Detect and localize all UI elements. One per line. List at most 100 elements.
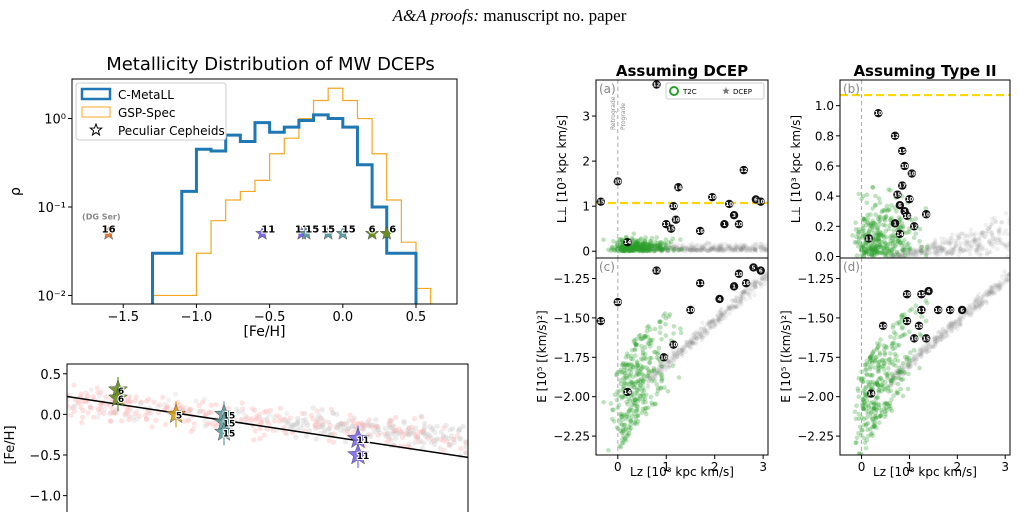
dcep-point	[911, 353, 916, 359]
dcep-point	[946, 325, 952, 330]
feh-point	[373, 423, 379, 429]
t2c-point	[870, 248, 875, 253]
t2c-point	[876, 388, 881, 393]
t2c-point	[881, 360, 887, 366]
t2c-point	[646, 341, 652, 347]
orbit-bottom-frame	[839, 257, 1011, 456]
dcep-point	[738, 297, 743, 302]
dcep-point	[911, 354, 917, 359]
histogram-frame	[71, 78, 458, 305]
dcep-point	[967, 248, 972, 253]
t2c-point	[634, 387, 640, 393]
t2c-point	[601, 400, 606, 405]
dcep-point	[739, 246, 744, 252]
feh-point	[462, 439, 468, 445]
dcep-point	[708, 248, 713, 253]
t2c-point	[874, 243, 880, 248]
feh-point	[130, 414, 136, 420]
dcep-point	[663, 365, 668, 371]
t2c-point	[620, 440, 626, 446]
star-marker-label: 15	[898, 149, 906, 155]
feh-point	[206, 409, 213, 415]
feh-point	[368, 434, 374, 440]
t2c-point	[627, 367, 633, 372]
dcep-point	[944, 332, 949, 338]
dcep-point	[700, 334, 705, 340]
dcep-point	[658, 244, 664, 250]
dcep-point	[735, 304, 740, 309]
dcep-point	[751, 246, 756, 252]
dcep-point	[684, 340, 689, 345]
feh-point	[434, 436, 440, 442]
dcep-point	[680, 247, 685, 252]
feh-point	[345, 426, 351, 432]
t2c-point	[854, 403, 859, 409]
peculiar-cepheid-label: 15	[321, 225, 335, 236]
t2c-point	[663, 322, 668, 327]
t2c-point	[635, 413, 640, 419]
dcep-point	[669, 358, 674, 363]
star-marker	[756, 266, 765, 275]
t2c-point	[895, 381, 901, 387]
t2c-point	[630, 382, 636, 388]
t2c-point	[876, 376, 881, 382]
dcep-point	[675, 245, 680, 250]
dcep-point	[680, 248, 685, 253]
dcep-point	[911, 356, 916, 362]
star-marker-label: 12	[891, 134, 899, 140]
feh-point	[338, 420, 344, 426]
dcep-point	[752, 281, 757, 286]
feh-point	[309, 416, 316, 422]
feh-point	[448, 433, 455, 439]
t2c-point	[678, 330, 684, 336]
t2c-point	[895, 343, 900, 348]
dcep-point	[674, 245, 679, 250]
dcep-point	[898, 255, 904, 258]
dcep-point	[689, 241, 695, 247]
dcep-point	[979, 233, 984, 238]
dcep-point	[730, 247, 736, 253]
t2c-point	[877, 384, 883, 390]
dcep-point	[738, 294, 743, 299]
dcep-point	[655, 246, 660, 252]
t2c-point	[657, 246, 662, 251]
t2c-point	[901, 247, 906, 253]
t2c-point	[629, 247, 635, 253]
feh-point	[390, 428, 396, 434]
t2c-point	[653, 402, 658, 407]
dcep-point	[933, 341, 938, 346]
feh-point	[257, 436, 263, 442]
dcep-point	[898, 253, 903, 258]
feh-point	[276, 414, 282, 420]
feh-point	[134, 416, 140, 422]
t2c-point	[889, 251, 895, 257]
dcep-point	[888, 253, 894, 258]
dcep-point	[655, 367, 660, 372]
dcep-point	[677, 352, 682, 357]
t2c-point	[872, 422, 877, 428]
dcep-point	[941, 326, 946, 332]
feh-point	[197, 408, 203, 414]
dcep-point	[957, 317, 962, 322]
dcep-point	[993, 285, 998, 290]
feh-point	[257, 426, 264, 432]
dcep-point	[699, 332, 704, 338]
t2c-point	[618, 428, 623, 434]
t2c-point	[856, 394, 862, 400]
feh-point	[399, 429, 405, 435]
t2c-point	[642, 406, 648, 411]
feh-point	[257, 411, 263, 417]
t2c-point	[857, 451, 862, 455]
t2c-point	[617, 245, 622, 251]
t2c-point	[632, 241, 638, 247]
dcep-point	[704, 332, 709, 337]
t2c-point	[635, 363, 640, 368]
feh-point	[124, 409, 130, 415]
t2c-point	[670, 236, 676, 241]
dcep-point	[973, 240, 978, 245]
dcep-point	[1003, 245, 1009, 250]
feh-point	[204, 421, 210, 428]
feh-point	[131, 417, 137, 423]
feh-point	[349, 424, 355, 430]
t2c-point	[633, 242, 639, 247]
